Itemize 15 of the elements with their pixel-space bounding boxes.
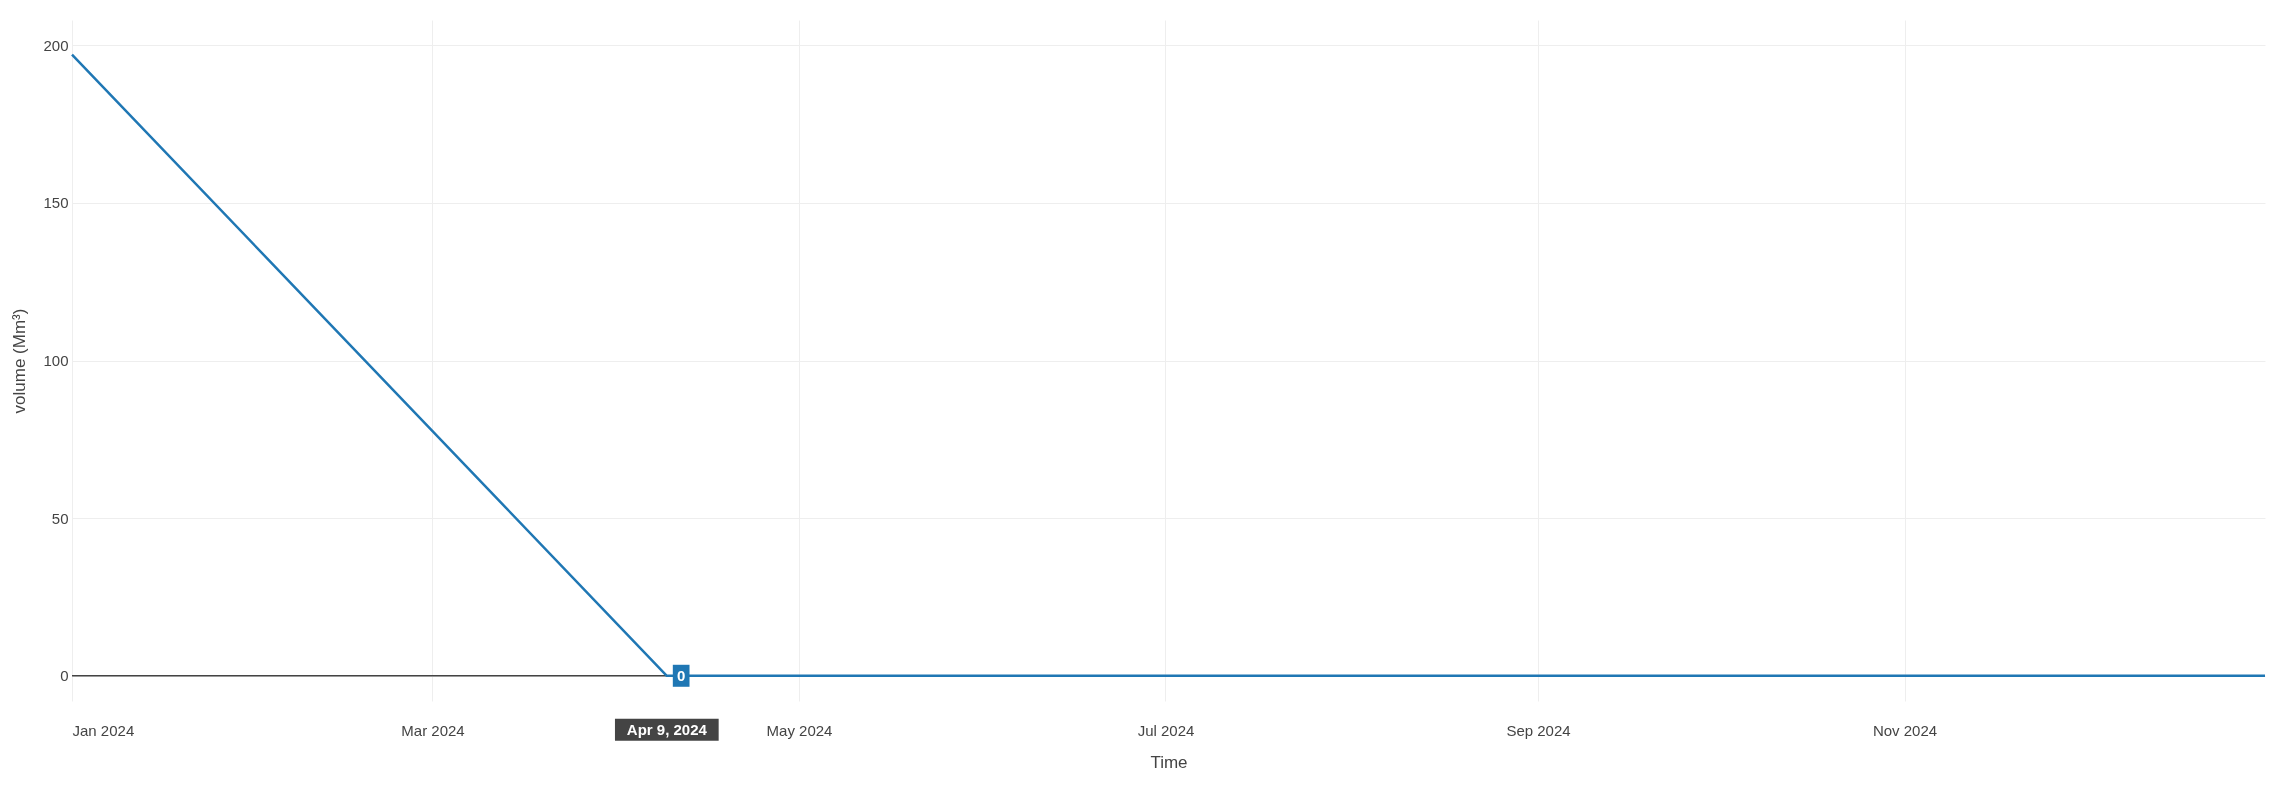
- y-tick-label: 50: [51, 509, 69, 527]
- y-tick-label: 200: [43, 36, 69, 54]
- y-axis-title: volume (Mm³): [10, 308, 30, 414]
- y-tick-label: 150: [43, 194, 69, 212]
- annotation: 0: [676, 666, 686, 684]
- x-tick-label: Nov 2024: [1872, 721, 1938, 739]
- annotation: Apr 9, 2024: [626, 720, 708, 738]
- x-tick-label: May 2024: [766, 721, 833, 739]
- x-tick-label: Jan 2024: [72, 721, 135, 739]
- x-tick-label: Mar 2024: [401, 721, 465, 739]
- y-tick-label: 0: [60, 667, 69, 685]
- y-tick-label: 100: [43, 352, 69, 369]
- x-tick-label: Jul 2024: [1137, 721, 1195, 739]
- x-tick-label: Sep 2024: [1506, 721, 1571, 739]
- x-axis-title: Time: [1150, 752, 1188, 772]
